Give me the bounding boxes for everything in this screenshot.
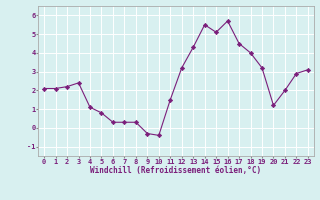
X-axis label: Windchill (Refroidissement éolien,°C): Windchill (Refroidissement éolien,°C) bbox=[91, 166, 261, 175]
